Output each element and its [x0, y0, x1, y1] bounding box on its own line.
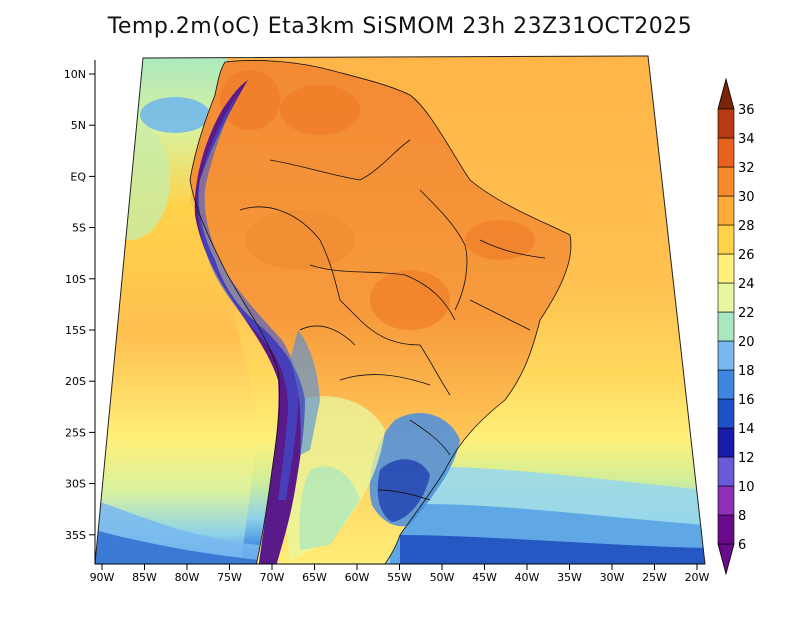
lon-tick-label: 50W: [430, 571, 455, 584]
map-domain: [95, 56, 705, 564]
colorbar-segment: [717, 311, 735, 342]
colorbar-segment: [717, 137, 735, 168]
lon-tick-label: 70W: [260, 571, 285, 584]
lat-tick-label: 25S: [65, 426, 86, 439]
lat-tick-label: 30S: [65, 478, 86, 491]
colorbar-segment: [717, 340, 735, 371]
colorbar-label: 28: [738, 219, 755, 234]
lat-tick-label: 5N: [71, 119, 86, 132]
lon-tick-label: 45W: [472, 571, 497, 584]
lat-tick-label: 10S: [65, 273, 86, 286]
colorbar-label: 22: [738, 306, 755, 321]
colorbar-label: 24: [738, 277, 755, 292]
colorbar-segment: [717, 253, 735, 284]
lon-tick-label: 90W: [90, 571, 115, 584]
lon-tick-label: 65W: [302, 571, 327, 584]
lon-tick-label: 75W: [217, 571, 242, 584]
colorbar-label: 16: [738, 393, 755, 408]
colorbar-segment: [717, 485, 735, 516]
colorbar-label: 6: [738, 538, 746, 553]
lon-tick-label: 80W: [175, 571, 200, 584]
colorbar-label: 36: [738, 103, 755, 118]
lat-tick-label: 5S: [72, 222, 86, 235]
lat-tick-label: EQ: [70, 170, 86, 183]
colorbar-segment: [717, 224, 735, 255]
map-title: Temp.2m(oC) Eta3km SiSMOM 23h 23Z31OCT20…: [107, 14, 693, 39]
colorbar-segment: [717, 195, 735, 226]
cool-pacific-patch: [140, 97, 210, 133]
lat-tick-label: 20S: [65, 375, 86, 388]
colorbar-label: 8: [738, 509, 746, 524]
colorbar-segment: [717, 166, 735, 197]
lat-tick-label: 35S: [65, 529, 86, 542]
lat-tick-label: 15S: [65, 324, 86, 337]
colorbar-label: 14: [738, 422, 755, 437]
colorbar-max-arrow: [717, 77, 735, 110]
lon-tick-label: 40W: [515, 571, 540, 584]
colorbar-segment: [717, 108, 735, 139]
colorbar-segment: [717, 369, 735, 400]
colorbar-min-arrow: [717, 543, 735, 576]
country-borders: [189, 60, 572, 564]
colorbar-label: 26: [738, 248, 755, 263]
latitude-axis: 10N 5N EQ 5S 10S 15S 20S 25S 30S 35S: [64, 60, 96, 564]
lon-tick-label: 25W: [642, 571, 667, 584]
colorbar-segment: [717, 282, 735, 313]
colorbar-label: 18: [738, 364, 755, 379]
lon-tick-label: 20W: [685, 571, 710, 584]
colorbar: 6 8 10 12 14 16 18 20 22 24 26 28 30 32 34 36: [717, 77, 755, 576]
lon-tick-label: 55W: [387, 571, 412, 584]
colorbar-label: 30: [738, 190, 755, 205]
lon-tick-label: 85W: [132, 571, 157, 584]
lon-tick-label: 30W: [600, 571, 625, 584]
colorbar-label: 12: [738, 451, 755, 466]
lon-tick-label: 60W: [345, 571, 370, 584]
colorbar-segment: [717, 427, 735, 458]
lat-tick-label: 10N: [64, 68, 86, 81]
colorbar-segment: [717, 514, 735, 545]
colorbar-label: 20: [738, 335, 755, 350]
colorbar-segment: [717, 456, 735, 487]
colorbar-label: 34: [738, 132, 755, 147]
lon-tick-label: 35W: [557, 571, 582, 584]
longitude-axis: 90W 85W 80W 75W 70W 65W 60W 55W 50W 45W 40W 35W 30W 2…: [90, 563, 710, 584]
andes-cold-strip: [194, 80, 305, 564]
colorbar-label: 32: [738, 161, 755, 176]
colorbar-segment: [717, 398, 735, 429]
colorbar-label: 10: [738, 480, 755, 495]
